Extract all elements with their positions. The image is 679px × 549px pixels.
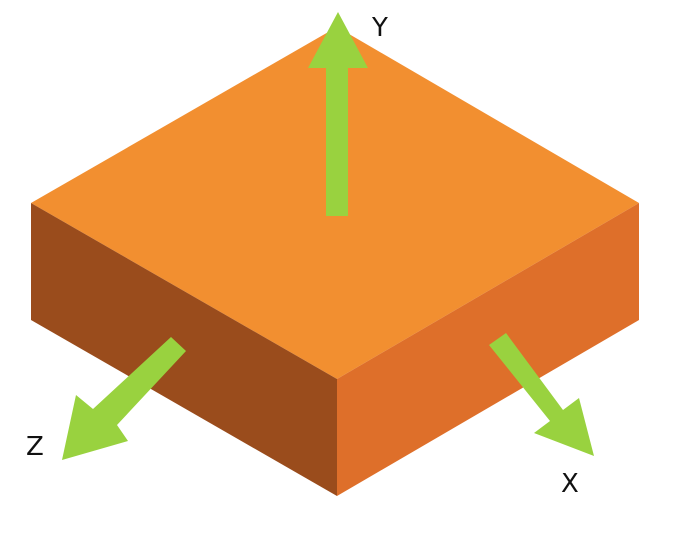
x-axis-label: X — [561, 469, 579, 499]
slab-right-face — [337, 203, 639, 496]
axis-arrows — [62, 12, 594, 460]
z-axis-label: Z — [26, 432, 44, 462]
y-axis-arrow — [308, 12, 368, 216]
y-axis-label: Y — [371, 13, 388, 43]
z-axis-arrow — [62, 337, 186, 460]
x-axis-arrow — [489, 333, 594, 456]
